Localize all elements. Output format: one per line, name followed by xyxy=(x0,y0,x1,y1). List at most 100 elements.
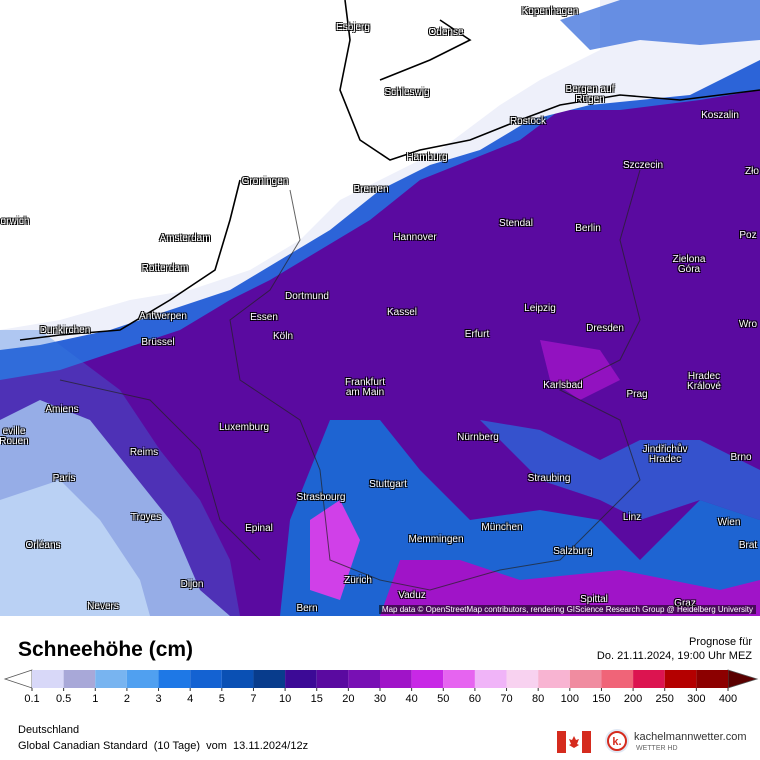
city-label: Nevers xyxy=(87,601,119,612)
city-label: Orléans xyxy=(25,540,61,551)
legend-tick-label: 30 xyxy=(374,693,386,705)
legend-swatch xyxy=(63,670,96,688)
city-label: Hamburg xyxy=(406,152,448,163)
legend-swatch xyxy=(443,670,475,688)
map-layer xyxy=(0,0,760,616)
model: Global Canadian Standard (10 Tage) vom 1… xyxy=(18,740,309,752)
canada-flag xyxy=(557,731,591,753)
city-label: Vaduz xyxy=(398,590,426,601)
city-label: Linz xyxy=(622,512,642,523)
city-label: Salzburg xyxy=(553,546,593,557)
legend-swatch xyxy=(474,670,507,688)
city-label: Nürnberg xyxy=(457,432,499,443)
city-label: Rostock xyxy=(509,116,547,127)
city-label: Zürich xyxy=(344,575,372,586)
city-label: Dortmund xyxy=(285,291,329,302)
city-label: Spittal xyxy=(580,594,608,605)
city-label: Amsterdam xyxy=(159,233,211,244)
city-label: Groningen xyxy=(241,176,289,187)
legend-tick-label: 60 xyxy=(469,693,481,705)
city-label: Erfurt xyxy=(464,329,490,340)
city-label: Strasbourg xyxy=(296,492,346,503)
city-label: orwich xyxy=(0,216,30,227)
brand: kachelmannwetter.com xyxy=(634,731,747,743)
city-label: Esbjerg xyxy=(336,22,370,33)
legend-swatch xyxy=(633,670,665,688)
city-label: Leipzig xyxy=(524,303,556,314)
legend-swatch xyxy=(506,670,539,688)
legend-swatch xyxy=(32,670,64,688)
legend-under xyxy=(3,669,33,689)
city-label: Dresden xyxy=(586,323,624,334)
city-label: Wien xyxy=(717,517,741,528)
city-label: Paris xyxy=(52,473,76,484)
forecast-label: Prognose für xyxy=(689,636,752,648)
city-label: Prag xyxy=(626,389,648,400)
legend-swatch xyxy=(158,670,191,688)
city-label: Reims xyxy=(129,447,159,458)
legend-swatch xyxy=(285,670,317,688)
city-label: Brüssel xyxy=(141,337,175,348)
forecast-time: Do. 21.11.2024, 19:00 Uhr MEZ xyxy=(596,650,752,662)
city-label: Hradec Králové xyxy=(687,371,721,392)
legend-tick-label: 70 xyxy=(500,693,512,705)
logo: k. xyxy=(605,729,629,753)
city-label: eville Rouen xyxy=(0,426,29,447)
city-label: Berlin xyxy=(575,223,601,234)
city-label: Köln xyxy=(272,331,294,342)
city-label: Brno xyxy=(730,452,752,463)
legend-tick-label: 5 xyxy=(219,693,225,705)
city-label: Graz xyxy=(674,598,696,609)
city-label: Poz xyxy=(739,230,757,241)
city-label: Stendal xyxy=(499,218,533,229)
city-label: Kassel xyxy=(386,307,418,318)
city-label: Bergen auf Rügen xyxy=(565,84,615,105)
legend-tick-label: 10 xyxy=(279,693,291,705)
city-label: Brat xyxy=(738,540,758,551)
city-label: Stuttgart xyxy=(369,479,407,490)
legend-tick-label: 150 xyxy=(592,693,610,705)
city-label: Memmingen xyxy=(408,534,464,545)
city-label: Koszalin xyxy=(701,110,739,121)
city-label: Dunkirchen xyxy=(39,325,91,336)
legend-swatch xyxy=(696,670,728,688)
city-label: Epinal xyxy=(245,523,273,534)
city-label: Wro xyxy=(738,319,758,330)
legend-swatch xyxy=(411,670,444,688)
city-label: Jindřichův Hradec xyxy=(642,444,688,465)
city-label: München xyxy=(481,522,523,533)
legend-tick-label: 50 xyxy=(437,693,449,705)
brand-sub: WETTER HD xyxy=(636,745,678,752)
city-label: Zielona Góra xyxy=(672,254,706,275)
legend-swatch xyxy=(601,670,634,688)
city-label: Luxemburg xyxy=(218,422,270,433)
city-label: Bremen xyxy=(353,184,389,195)
legend-tick-label: 7 xyxy=(250,693,256,705)
svg-text:k.: k. xyxy=(612,736,621,748)
city-label: Dijon xyxy=(180,579,204,590)
city-label: Odense xyxy=(428,27,464,38)
legend-swatch xyxy=(253,670,286,688)
legend-tick-label: 1 xyxy=(92,693,98,705)
legend-tick-label: 2 xyxy=(124,693,130,705)
legend-swatch xyxy=(348,670,380,688)
city-label: Troyes xyxy=(130,512,162,523)
region: Deutschland xyxy=(18,724,80,736)
city-label: Essen xyxy=(250,312,278,323)
legend-tick-label: 100 xyxy=(561,693,579,705)
city-label: Karlsbad xyxy=(543,380,583,391)
legend-tick-label: 15 xyxy=(311,693,323,705)
legend-tick-label: 400 xyxy=(719,693,737,705)
legend-tick-label: 40 xyxy=(406,693,418,705)
legend-swatch xyxy=(95,670,127,688)
attribution: Map data © OpenStreetMap contributors, r… xyxy=(378,605,756,614)
legend-swatch xyxy=(126,670,159,688)
city-label: Hannover xyxy=(393,232,437,243)
legend-tick-label: 300 xyxy=(687,693,705,705)
legend-tick-label: 80 xyxy=(532,693,544,705)
legend-tick-label: 4 xyxy=(187,693,193,705)
city-label: Schleswig xyxy=(384,87,430,98)
city-label: Straubing xyxy=(527,473,571,484)
legend-swatch xyxy=(538,670,570,688)
city-label: Szczecin xyxy=(622,160,664,171)
